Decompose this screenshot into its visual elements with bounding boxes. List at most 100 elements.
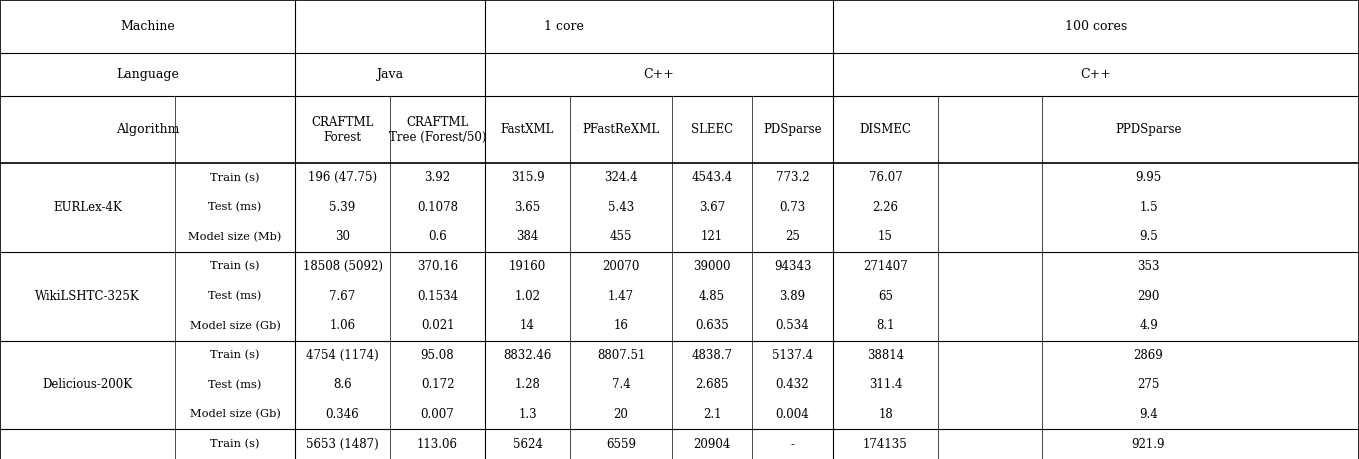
Text: 3.65: 3.65: [514, 201, 541, 214]
Text: 1.5: 1.5: [1139, 201, 1158, 214]
Text: FastXML: FastXML: [501, 123, 554, 136]
Text: 0.346: 0.346: [326, 408, 359, 421]
Text: 3.92: 3.92: [424, 171, 451, 184]
Text: Train (s): Train (s): [211, 262, 260, 272]
Text: 100 cores: 100 cores: [1065, 20, 1127, 33]
Text: 5624: 5624: [512, 438, 542, 451]
Text: CRAFTML
Forest: CRAFTML Forest: [311, 116, 374, 144]
Text: 0.6: 0.6: [428, 230, 447, 243]
Text: 9.95: 9.95: [1135, 171, 1162, 184]
Text: 921.9: 921.9: [1132, 438, 1165, 451]
Text: 3.89: 3.89: [780, 290, 806, 302]
Text: Test (ms): Test (ms): [208, 380, 262, 390]
Text: 370.16: 370.16: [417, 260, 458, 273]
Text: 113.06: 113.06: [417, 438, 458, 451]
Text: Language: Language: [116, 68, 179, 81]
Text: 18: 18: [878, 408, 893, 421]
Text: 14: 14: [520, 319, 535, 332]
Text: 8807.51: 8807.51: [597, 349, 646, 362]
Text: 5.39: 5.39: [329, 201, 356, 214]
Text: PFastReXML: PFastReXML: [583, 123, 659, 136]
Text: 38814: 38814: [867, 349, 904, 362]
Text: 0.534: 0.534: [776, 319, 810, 332]
Text: 4543.4: 4543.4: [692, 171, 733, 184]
Text: 4838.7: 4838.7: [692, 349, 733, 362]
Text: Delicious-200K: Delicious-200K: [42, 379, 133, 392]
Text: C++: C++: [644, 68, 674, 81]
Text: 271407: 271407: [863, 260, 908, 273]
Text: 311.4: 311.4: [868, 379, 902, 392]
Text: 94343: 94343: [773, 260, 811, 273]
Text: 25: 25: [786, 230, 800, 243]
Text: 20070: 20070: [602, 260, 640, 273]
Text: 9.4: 9.4: [1139, 408, 1158, 421]
Text: 0.004: 0.004: [776, 408, 810, 421]
Text: SLEEC: SLEEC: [690, 123, 733, 136]
Text: 7.67: 7.67: [329, 290, 356, 302]
Text: 15: 15: [878, 230, 893, 243]
Text: 2.685: 2.685: [696, 379, 728, 392]
Text: 6559: 6559: [606, 438, 636, 451]
Text: Model size (Gb): Model size (Gb): [189, 409, 280, 420]
Text: Machine: Machine: [120, 20, 175, 33]
Text: WikiLSHTC-325K: WikiLSHTC-325K: [35, 290, 140, 302]
Text: 8.1: 8.1: [877, 319, 894, 332]
Text: 2.1: 2.1: [703, 408, 722, 421]
Text: 39000: 39000: [693, 260, 731, 273]
Text: 18508 (5092): 18508 (5092): [303, 260, 382, 273]
Text: Model size (Gb): Model size (Gb): [189, 321, 280, 331]
Text: 0.432: 0.432: [776, 379, 810, 392]
Text: CRAFTML
Tree (Forest/50): CRAFTML Tree (Forest/50): [389, 116, 487, 144]
Text: PDSparse: PDSparse: [764, 123, 822, 136]
Text: Train (s): Train (s): [211, 173, 260, 183]
Text: Java: Java: [376, 68, 404, 81]
Text: 4.9: 4.9: [1139, 319, 1158, 332]
Text: 290: 290: [1137, 290, 1159, 302]
Text: 8832.46: 8832.46: [503, 349, 552, 362]
Text: 773.2: 773.2: [776, 171, 810, 184]
Text: 5.43: 5.43: [607, 201, 635, 214]
Text: 1.06: 1.06: [329, 319, 356, 332]
Text: C++: C++: [1080, 68, 1112, 81]
Text: 1.02: 1.02: [515, 290, 541, 302]
Text: 0.172: 0.172: [421, 379, 454, 392]
Text: 76.07: 76.07: [868, 171, 902, 184]
Text: 4.85: 4.85: [699, 290, 726, 302]
Text: Train (s): Train (s): [211, 350, 260, 360]
Text: 315.9: 315.9: [511, 171, 545, 184]
Text: 20: 20: [613, 408, 628, 421]
Text: 5137.4: 5137.4: [772, 349, 813, 362]
Text: Test (ms): Test (ms): [208, 291, 262, 301]
Text: 0.635: 0.635: [694, 319, 728, 332]
Text: Algorithm: Algorithm: [116, 123, 179, 136]
Text: 3.67: 3.67: [699, 201, 726, 214]
Text: 19160: 19160: [508, 260, 546, 273]
Text: 2869: 2869: [1133, 349, 1163, 362]
Text: 0.73: 0.73: [779, 201, 806, 214]
Text: 0.1078: 0.1078: [417, 201, 458, 214]
Text: 7.4: 7.4: [612, 379, 631, 392]
Text: 16: 16: [613, 319, 628, 332]
Text: 121: 121: [701, 230, 723, 243]
Text: 384: 384: [516, 230, 538, 243]
Text: 324.4: 324.4: [605, 171, 637, 184]
Text: EURLex-4K: EURLex-4K: [53, 201, 122, 214]
Text: Model size (Mb): Model size (Mb): [189, 232, 281, 242]
Text: 4754 (1174): 4754 (1174): [306, 349, 379, 362]
Text: 8.6: 8.6: [333, 379, 352, 392]
Text: 20904: 20904: [693, 438, 731, 451]
Text: PPDSparse: PPDSparse: [1116, 123, 1182, 136]
Text: 9.5: 9.5: [1139, 230, 1158, 243]
Text: 1.47: 1.47: [607, 290, 635, 302]
Text: 196 (47.75): 196 (47.75): [308, 171, 376, 184]
Text: DISMEC: DISMEC: [859, 123, 912, 136]
Text: 0.1534: 0.1534: [417, 290, 458, 302]
Text: 353: 353: [1137, 260, 1159, 273]
Text: 65: 65: [878, 290, 893, 302]
Text: 0.021: 0.021: [421, 319, 454, 332]
Text: 1 core: 1 core: [544, 20, 584, 33]
Text: 1.3: 1.3: [518, 408, 537, 421]
Text: 275: 275: [1137, 379, 1159, 392]
Text: 455: 455: [610, 230, 632, 243]
Text: Test (ms): Test (ms): [208, 202, 262, 213]
